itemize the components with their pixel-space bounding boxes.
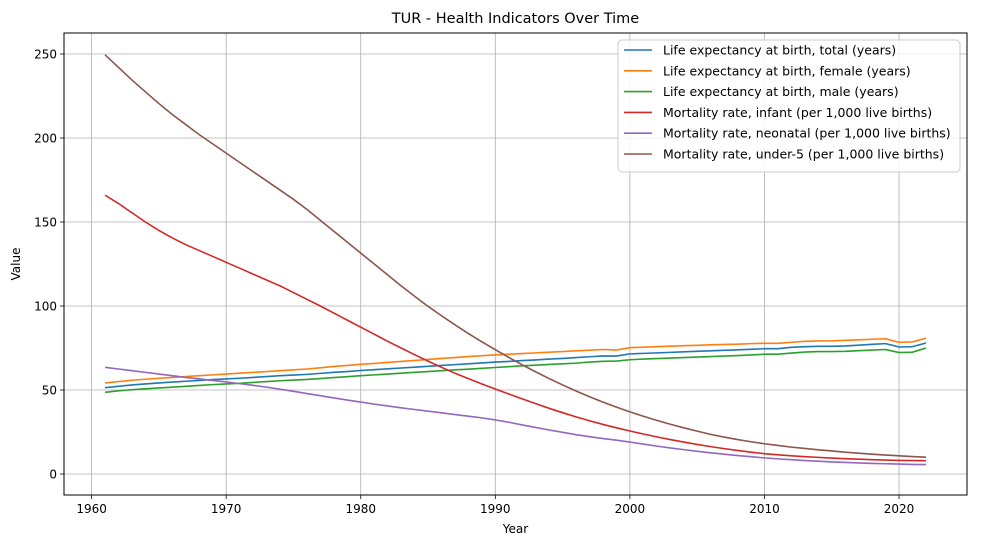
legend-label: Mortality rate, under-5 (per 1,000 live …	[663, 147, 944, 162]
series-line-3	[104, 194, 926, 462]
y-tick-label: 150	[34, 216, 57, 230]
y-tick-label: 50	[42, 384, 57, 398]
y-tick-label: 200	[34, 132, 57, 146]
x-axis-ticks: 1960 1970 1980 1990 2000 2010 2020	[76, 495, 914, 516]
legend: Life expectancy at birth, total (years) L…	[617, 39, 961, 173]
series-line-1	[104, 337, 927, 384]
legend-box	[617, 39, 961, 173]
series-line-5	[104, 54, 926, 458]
legend-label: Mortality rate, infant (per 1,000 live b…	[663, 105, 932, 120]
x-tick-label: 1980	[345, 502, 376, 516]
x-tick-label: 1970	[211, 502, 242, 516]
y-tick-label: 0	[49, 468, 57, 482]
x-axis-title: Year	[502, 522, 528, 536]
legend-label: Mortality rate, neonatal (per 1,000 live…	[663, 126, 951, 141]
legend-label: Life expectancy at birth, female (years)	[663, 63, 911, 78]
y-tick-label: 250	[34, 48, 57, 62]
series-lines	[104, 54, 927, 466]
x-tick-label: 2010	[749, 502, 780, 516]
y-axis-ticks: 0 50 100 150 200 250	[34, 48, 64, 482]
x-tick-label: 1990	[480, 502, 511, 516]
legend-label: Life expectancy at birth, total (years)	[663, 43, 896, 58]
grid-lines	[64, 33, 967, 495]
y-tick-label: 100	[34, 300, 57, 314]
x-tick-label: 1960	[76, 502, 107, 516]
x-tick-label: 2020	[884, 502, 915, 516]
y-axis-title: Value	[9, 248, 23, 281]
series-line-4	[104, 366, 926, 466]
chart-title: TUR - Health Indicators Over Time	[391, 11, 640, 27]
legend-label: Life expectancy at birth, male (years)	[663, 84, 899, 99]
plot-frame	[63, 32, 968, 496]
x-tick-label: 2000	[615, 502, 646, 516]
